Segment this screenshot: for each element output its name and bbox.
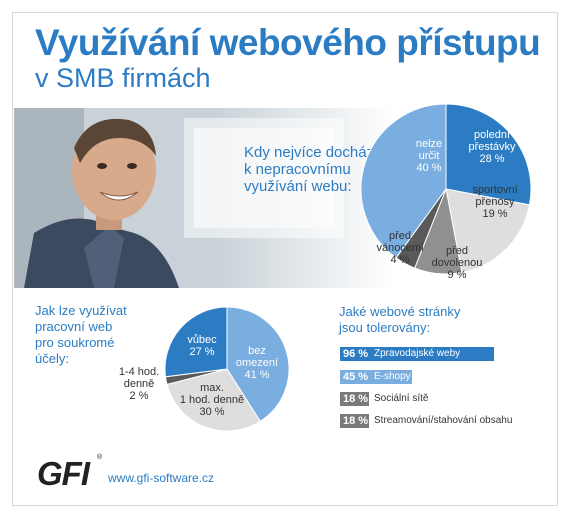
chart2-title-line: pro soukromé xyxy=(35,335,115,350)
website-link[interactable]: www.gfi-software.cz xyxy=(108,471,215,485)
pie2-slice-1 xyxy=(166,368,261,432)
chart1-title: Kdy nejvíce dochází k nepracovnímu využí… xyxy=(244,144,378,195)
office-worker-illustration xyxy=(14,108,394,288)
pie1-slice-4 xyxy=(360,103,447,259)
bar-value-streaming: 18 % xyxy=(343,415,369,427)
chart2-title-line: pracovní web xyxy=(35,319,113,334)
pie2-slice-3 xyxy=(164,306,228,378)
bar-value-social: 18 % xyxy=(343,393,369,405)
pie2-label-unlimited: bez omezení 41 % xyxy=(235,345,279,381)
bar-label-eshops: E-shopy xyxy=(374,371,411,382)
bar-eshops xyxy=(340,370,412,384)
registered-mark: ® xyxy=(97,454,103,461)
bar-value-news: 96 % xyxy=(343,348,369,360)
chart2-title-line: účely: xyxy=(35,351,69,366)
pie1-slice-1 xyxy=(445,188,531,274)
pie1-label-lunch: polední přestávky 28 % xyxy=(468,129,516,165)
chart1-title-line: k nepracovnímu xyxy=(244,161,351,178)
bar-row-eshops: 45 % E-shopy xyxy=(340,370,500,384)
chart2-title: Jak lze využívat pracovní web pro soukro… xyxy=(35,303,127,367)
pie2-label-1-4h: 1-4 hod. denně 2 % xyxy=(118,366,160,402)
gfi-logo: GFI xyxy=(37,455,90,492)
chart1-title-line: Kdy nejvíce dochází xyxy=(244,144,379,161)
pie1-label-christmas: před vánocemi 4 % xyxy=(376,230,424,266)
bar-label-streaming: Streamování/stahování obsahu xyxy=(374,415,513,426)
pie2-label-never: vůbec 27 % xyxy=(187,334,217,358)
bar-label-social: Sociální sítě xyxy=(374,393,429,404)
pie-chart-private-use xyxy=(164,306,290,432)
bar-news xyxy=(340,347,494,361)
pie-chart-when-nonwork-browsing xyxy=(360,103,532,275)
bar-streaming xyxy=(340,414,369,428)
pie2-label-max-1h: max. 1 hod. denně 30 % xyxy=(179,382,245,418)
office-worker-photo xyxy=(14,108,394,288)
chart3-title-line: Jaké webové stránky xyxy=(339,304,461,319)
bar-row-news: 96 % Zpravodajské weby xyxy=(340,347,500,361)
pie1-label-sports: sportovní přenosy 19 % xyxy=(472,184,518,220)
chart1-title-line: využívání webu: xyxy=(244,178,352,195)
bar-label-news: Zpravodajské weby xyxy=(374,348,461,359)
chart3-title-line: jsou tolerovány: xyxy=(339,320,431,335)
bar-social xyxy=(340,392,369,406)
main-title: Využívání webového přístupu xyxy=(35,22,541,63)
bar-row-social: 18 % Sociální sítě xyxy=(340,392,500,406)
pie1-slice-0 xyxy=(445,103,532,206)
main-subtitle: v SMB firmách xyxy=(35,63,211,93)
chart3-title: Jaké webové stránky jsou tolerovány: xyxy=(339,304,460,336)
pie1-label-unknown: nelze určit 40 % xyxy=(415,138,443,174)
pie1-label-vacation: před dovolenou 9 % xyxy=(431,245,483,281)
bar-row-streaming: 18 % Streamování/stahování obsahu xyxy=(340,414,512,428)
bar-value-eshops: 45 % xyxy=(343,371,369,383)
chart2-title-line: Jak lze využívat xyxy=(35,303,127,318)
